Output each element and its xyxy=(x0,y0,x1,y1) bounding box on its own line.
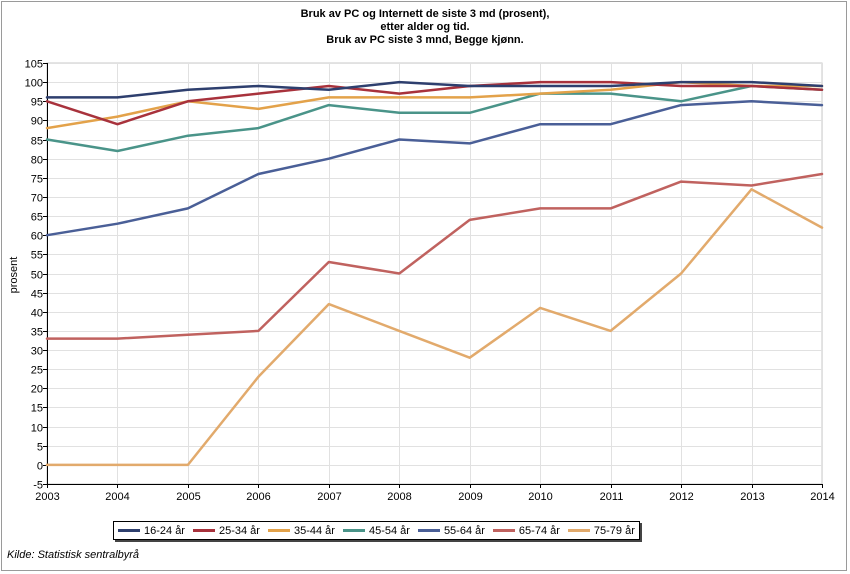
chart-title: Bruk av PC og Internett de siste 3 md (p… xyxy=(0,8,850,47)
legend-label: 25-34 år xyxy=(218,524,260,537)
series-line-45-54-r xyxy=(45,84,824,153)
y-tick-label: 95 xyxy=(31,97,43,109)
x-tick-label: 2003 xyxy=(35,491,59,503)
y-tick-label: 65 xyxy=(31,212,43,224)
legend-swatch xyxy=(192,529,215,532)
series-line-75-79-r xyxy=(45,188,824,467)
legend-label: 16-24 år xyxy=(144,524,185,537)
series-lines xyxy=(45,80,824,467)
legend-item: 55-64 år xyxy=(417,524,485,537)
legend-item: 35-44 år xyxy=(267,524,335,537)
x-tick-label: 2004 xyxy=(105,491,129,503)
y-tick-label: 25 xyxy=(31,365,43,377)
y-tick-label: 40 xyxy=(31,308,43,320)
y-tick-label: 15 xyxy=(31,403,43,415)
y-tick-label: -5 xyxy=(33,480,43,492)
x-tick-labels: 2003 2004 2005 2006 2007 2008 2009 2010 2011 2012… xyxy=(35,491,834,503)
legend-item: 75-79 år xyxy=(567,524,635,537)
legend-swatch xyxy=(118,529,140,532)
y-axis-label: prosent xyxy=(8,257,20,294)
y-tick-label: 35 xyxy=(31,327,43,339)
y-tick-label: 50 xyxy=(31,270,43,282)
x-tick-label: 2005 xyxy=(176,491,200,503)
y-tick-label: 85 xyxy=(31,136,43,148)
legend-item: 45-54 år xyxy=(342,524,410,537)
y-tick-label: 45 xyxy=(31,289,43,301)
legend-item: 65-74 år xyxy=(492,524,560,537)
title-line-2: etter alder og tid. xyxy=(380,21,470,33)
y-tick-label: 70 xyxy=(31,193,43,205)
legend-swatch xyxy=(342,529,365,532)
y-tick-label: 30 xyxy=(31,346,43,358)
legend-label: 65-74 år xyxy=(518,524,560,537)
y-tick-label: 105 xyxy=(25,59,43,71)
legend-swatch xyxy=(567,529,590,532)
legend-label: 35-44 år xyxy=(293,524,335,537)
legend-item: 25-34 år xyxy=(192,524,260,537)
series-line-25-34-r xyxy=(45,80,824,126)
y-tick-label: 90 xyxy=(31,116,43,128)
y-tick-label: 60 xyxy=(31,231,43,243)
legend-swatch xyxy=(492,529,515,532)
legend-label: 45-54 år xyxy=(368,524,410,537)
x-tick-label: 2007 xyxy=(317,491,341,503)
title-line-3: Bruk av PC siste 3 mnd, Begge kjønn. xyxy=(326,34,524,46)
y-tick-labels: -5 0 5 10 15 20 25 30 35 40 45 50 55 60 65 70 75 80 85 90 95… xyxy=(25,59,43,492)
y-tick-label: 5 xyxy=(37,442,43,454)
source-note: Kilde: Statistisk sentralbyrå xyxy=(7,549,140,561)
x-tick-label: 2009 xyxy=(458,491,482,503)
legend-swatch xyxy=(267,529,290,532)
legend-label: 55-64 år xyxy=(443,524,485,537)
y-tick-label: 55 xyxy=(31,250,43,262)
x-tick-label: 2014 xyxy=(810,491,834,503)
legend-item: 16-24 år xyxy=(118,525,185,537)
legend-label: 75-79 år xyxy=(593,524,635,537)
legend-swatch xyxy=(417,529,440,532)
gridlines xyxy=(46,62,823,485)
series-line-65-74-r xyxy=(45,172,824,340)
y-tick-label: 80 xyxy=(31,155,43,167)
x-tick-label: 2013 xyxy=(740,491,764,503)
x-tick-label: 2006 xyxy=(246,491,270,503)
y-tick-label: 100 xyxy=(25,78,43,90)
x-tick-label: 2008 xyxy=(387,491,411,503)
series-line-55-64-r xyxy=(45,100,824,237)
y-tick-label: 20 xyxy=(31,384,43,396)
axes xyxy=(43,63,823,488)
x-tick-label: 2011 xyxy=(600,491,624,503)
y-tick-label: 0 xyxy=(37,461,43,473)
plot-area xyxy=(46,62,823,485)
legend: 16-24 år 25-34 år 35-44 år 45-54 år 55-64 år… xyxy=(113,521,640,540)
x-tick-label: 2010 xyxy=(528,491,552,503)
y-tick-label: 75 xyxy=(31,174,43,186)
title-line-1: Bruk av PC og Internett de siste 3 md (p… xyxy=(300,8,550,20)
x-tick-label: 2012 xyxy=(669,491,693,503)
y-tick-label: 10 xyxy=(31,423,43,435)
series-line-16-24-r xyxy=(45,80,824,99)
